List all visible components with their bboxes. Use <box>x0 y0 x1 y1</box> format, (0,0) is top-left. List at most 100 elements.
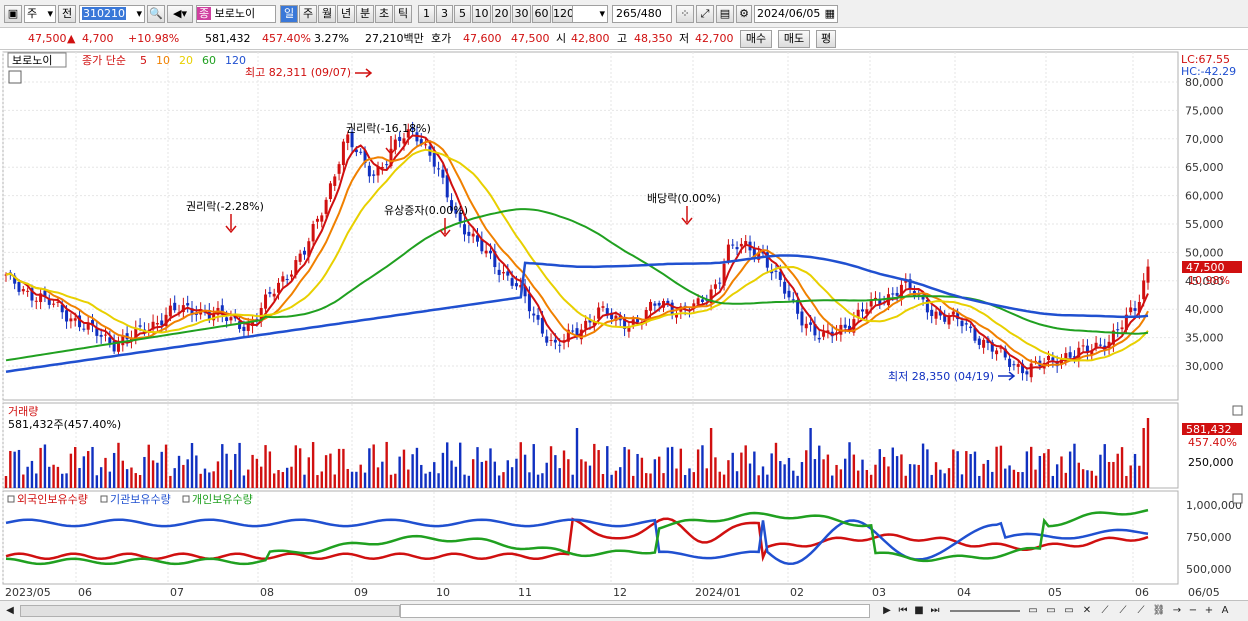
volume-bar <box>735 471 739 488</box>
stock-name-field[interactable]: 종 보로노이 <box>196 5 276 23</box>
stock-chart[interactable]: 80,000 75,000 70,000 65,000 60,000 55,000 50,0… <box>0 50 1248 600</box>
scroll-right-icon[interactable]: ▶ <box>883 605 891 616</box>
interval-button[interactable]: 5 <box>454 5 471 23</box>
crosshair-icon[interactable]: ⤢ <box>696 5 714 23</box>
candle-body <box>393 139 397 150</box>
draw-line-icon[interactable]: ✕ <box>1082 605 1092 616</box>
draw-line-icon[interactable]: ⟋ <box>1119 605 1127 616</box>
sell-button[interactable]: 매도 <box>778 30 810 48</box>
candle-body <box>1003 348 1007 358</box>
window-icon[interactable]: ▭ <box>1046 605 1056 616</box>
window-icon[interactable]: ▭ <box>1064 605 1074 616</box>
zoom-out-icon[interactable]: − <box>1188 605 1198 616</box>
candle-body <box>91 320 95 326</box>
quote-low-label: 저 <box>679 32 690 45</box>
close-icon[interactable] <box>1232 405 1243 416</box>
holdings-legend-item[interactable]: 외국인보유수량 <box>17 493 88 506</box>
draw-line-icon[interactable]: ⟋ <box>1101 605 1109 616</box>
volume-bar <box>320 471 323 488</box>
draw-line-icon[interactable]: ⟋ <box>1137 605 1145 616</box>
candle-body <box>653 303 657 306</box>
volume-bar <box>441 452 445 488</box>
quote-high: 48,350 <box>634 32 673 45</box>
scrollbar-thumb[interactable] <box>400 604 870 618</box>
stop-icon[interactable]: ■ <box>914 605 924 616</box>
grid-icon[interactable]: ⁘ <box>676 5 694 23</box>
buy-button[interactable]: 매수 <box>740 30 772 48</box>
period-button[interactable]: 틱 <box>394 5 412 23</box>
ma-legend-item[interactable]: 10 <box>156 54 170 67</box>
close-icon[interactable] <box>1232 493 1243 504</box>
quote-volume: 581,432 <box>205 32 251 45</box>
rewind-icon[interactable]: ⏮ <box>898 605 908 616</box>
count-field[interactable]: 265/480 <box>612 5 672 23</box>
candle-body <box>52 303 56 305</box>
x-tick: 11 <box>518 586 532 599</box>
arrow-right-icon[interactable]: → <box>1172 605 1182 616</box>
search-icon[interactable]: 🔍 <box>147 5 165 23</box>
volume-bar <box>112 452 116 488</box>
volume-bar <box>74 447 77 488</box>
interval-button[interactable]: 60 <box>532 5 551 23</box>
ma-label[interactable]: 종가 단순 <box>82 54 126 67</box>
legend-box <box>100 495 108 503</box>
prev-button[interactable]: 전 <box>58 5 76 23</box>
period-button[interactable]: 초 <box>375 5 393 23</box>
stock-code-input[interactable]: 310210 ▾ <box>79 5 145 23</box>
volume-bar <box>796 475 799 488</box>
period-button[interactable]: 일 <box>280 5 298 23</box>
ma-legend-item[interactable]: 5 <box>140 54 147 67</box>
volume-title[interactable]: 거래량 <box>8 405 38 418</box>
date-field[interactable]: 2024/06/05 ▦ <box>754 5 838 23</box>
forward-icon[interactable]: ⏭ <box>930 605 940 616</box>
zoom-slider[interactable] <box>950 610 1020 612</box>
volume-y-tick: 250,000 <box>1188 456 1234 469</box>
font-icon[interactable]: A <box>1221 605 1229 616</box>
interval-button[interactable]: 20 <box>492 5 511 23</box>
holdings-legend-item[interactable]: 기관보유수량 <box>110 493 171 506</box>
scrollbar-track[interactable] <box>20 605 400 617</box>
save-icon[interactable]: ▤ <box>716 5 734 23</box>
candle-body <box>112 341 116 352</box>
scroll-left-icon[interactable]: ◀ <box>6 605 14 616</box>
zoom-in-icon[interactable]: + <box>1204 605 1214 616</box>
period-button[interactable]: 분 <box>356 5 374 23</box>
speaker-icon[interactable]: ◀▾ <box>167 5 193 23</box>
period-button[interactable]: 월 <box>318 5 336 23</box>
ma-legend-item[interactable]: 120 <box>225 54 246 67</box>
price-tick: 45,000 <box>1185 275 1224 288</box>
interval-button[interactable]: 10 <box>472 5 491 23</box>
candle-body <box>367 165 371 177</box>
interval-button[interactable]: 1 <box>418 5 435 23</box>
volume-bar <box>104 457 107 488</box>
period-button[interactable]: 년 <box>337 5 355 23</box>
interval-button[interactable]: 3 <box>436 5 453 23</box>
period-button[interactable]: 주 <box>299 5 317 23</box>
volume-bar <box>666 447 670 488</box>
candle-body <box>398 136 402 141</box>
window-icon[interactable]: ▭ <box>1028 605 1038 616</box>
volume-bar <box>164 444 168 488</box>
volume-bar <box>1146 418 1150 488</box>
table-icon[interactable] <box>8 70 22 84</box>
interval-button[interactable]: 30 <box>512 5 531 23</box>
period-select[interactable]: 주 ▾ <box>24 5 56 23</box>
chart-menu-icon[interactable]: ▣ <box>4 5 22 23</box>
lock-icon[interactable]: ⛓ <box>1152 605 1166 616</box>
holdings-legend-item[interactable]: 개인보유수량 <box>192 493 253 506</box>
gear-icon[interactable]: ⚙ <box>736 5 752 23</box>
volume-bar <box>649 473 652 488</box>
candle-body <box>735 247 739 250</box>
stock-name-tag[interactable]: 보로노이 <box>12 54 52 67</box>
legend-box <box>182 495 190 503</box>
volume-bar <box>1090 470 1093 488</box>
avg-button[interactable]: 평 <box>816 30 836 48</box>
volume-bar <box>333 474 336 488</box>
ma-legend-item[interactable]: 60 <box>202 54 216 67</box>
up-triangle-icon: ▲ <box>67 32 76 45</box>
interval-select[interactable]: ▾ <box>572 5 608 23</box>
interval-button[interactable]: 120 <box>552 5 574 23</box>
volume-bar <box>1025 451 1029 488</box>
volume-bar <box>480 461 484 488</box>
ma-legend-item[interactable]: 20 <box>179 54 193 67</box>
